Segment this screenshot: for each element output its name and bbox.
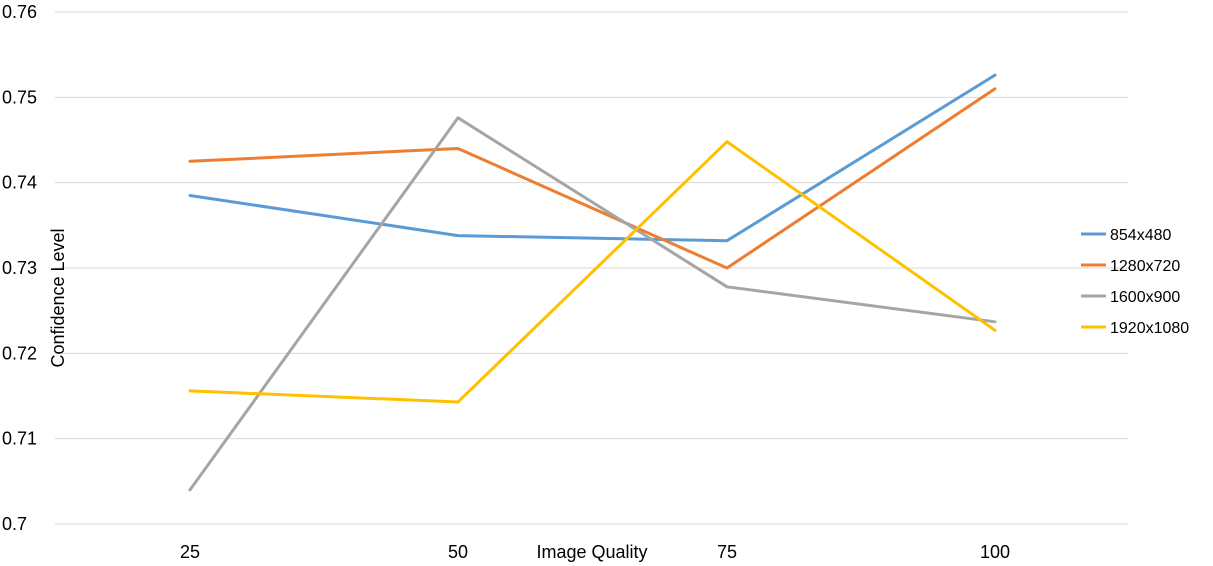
- y-tick-label: 0.76: [2, 2, 37, 22]
- y-tick-label: 0.71: [2, 429, 37, 449]
- series-line-854x480: [188, 73, 997, 243]
- legend-label: 854x480: [1110, 227, 1171, 244]
- legend-label: 1920x1080: [1110, 320, 1189, 337]
- y-tick-label: 0.75: [2, 87, 37, 107]
- y-axis-title: Confidence Level: [48, 228, 68, 367]
- x-tick-label: 75: [717, 542, 737, 562]
- legend-label: 1600x900: [1110, 289, 1180, 306]
- y-axis-ticks: 0.7 0.71 0.72 0.73 0.74 0.75 0.76: [2, 2, 37, 534]
- x-axis-ticks: 25 50 75 100: [180, 542, 1010, 562]
- x-tick-label: 100: [980, 542, 1010, 562]
- series-line-1920x1080: [188, 140, 997, 404]
- y-tick-label: 0.74: [2, 173, 37, 193]
- legend-label: 1280x720: [1110, 258, 1180, 275]
- series-line-1600x900: [188, 116, 997, 492]
- legend: 854x480 1280x720 1600x900 1920x1080: [1081, 227, 1189, 337]
- y-tick-label: 0.7: [2, 514, 27, 534]
- x-tick-label: 50: [448, 542, 468, 562]
- y-tick-label: 0.73: [2, 258, 37, 278]
- x-tick-label: 25: [180, 542, 200, 562]
- series-line-1280x720: [188, 87, 997, 270]
- gridlines: [55, 11, 1128, 525]
- series-lines: [188, 73, 997, 492]
- x-axis-title: Image Quality: [536, 542, 647, 562]
- y-tick-label: 0.72: [2, 343, 37, 363]
